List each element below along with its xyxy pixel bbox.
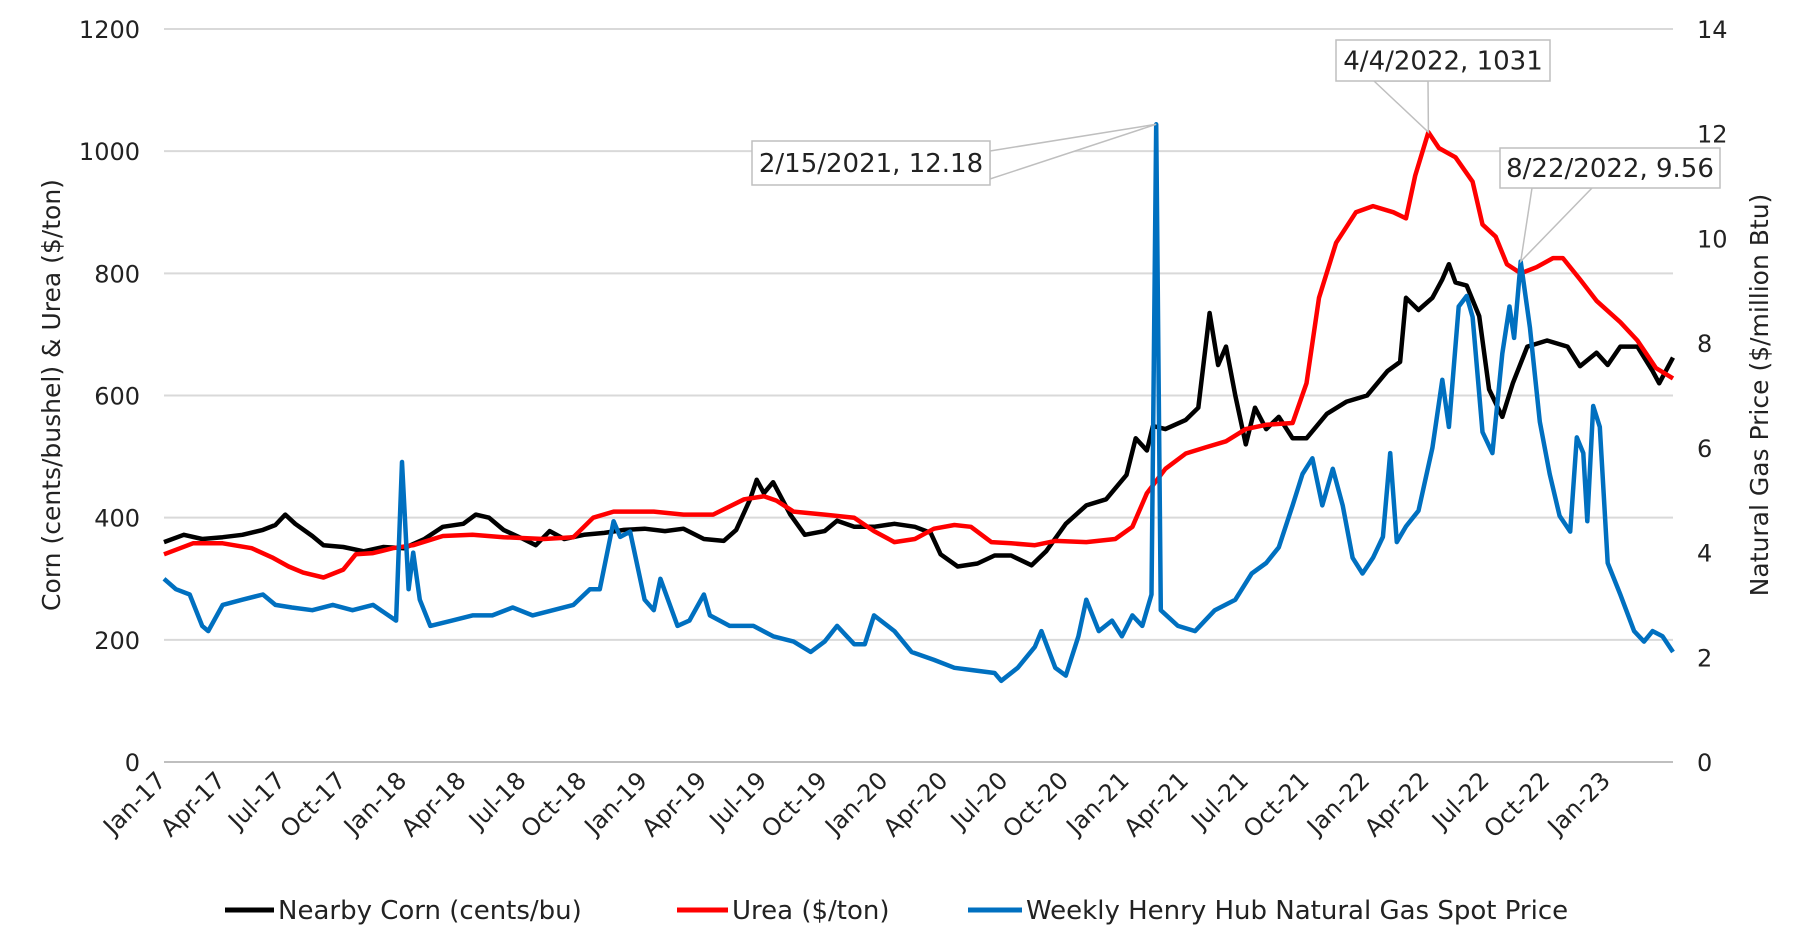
x-tick-label: Oct-22: [1478, 766, 1555, 843]
x-tick-label: Apr-18: [396, 766, 472, 842]
series-line-corn: [163, 261, 1675, 569]
callout-label: 8/22/2022, 9.56: [1506, 154, 1714, 184]
legend: Nearby Corn (cents/bu) Urea ($/ton) Weekly…: [225, 896, 1568, 926]
callout-leader: [1372, 80, 1430, 134]
right-tick-label: 8: [1697, 330, 1712, 358]
x-tick-label: Apr-17: [155, 766, 231, 842]
left-tick-label: 600: [94, 383, 140, 411]
left-tick-label: 1000: [79, 138, 140, 166]
x-tick-label: Oct-17: [275, 766, 352, 843]
series-line-urea: [163, 129, 1675, 580]
x-tick-label: Oct-18: [515, 766, 592, 843]
x-tick-label: Jan-19: [578, 766, 653, 841]
right-axis-ticks: 0 2 4 6 8 10 12 14: [1697, 16, 1728, 777]
left-tick-label: 400: [94, 505, 140, 533]
x-tick-label: Jan-20: [818, 766, 893, 841]
callout-box: [1335, 39, 1551, 82]
legend-label: Urea ($/ton): [732, 896, 890, 926]
callout-box: [1499, 147, 1721, 189]
x-tick-label: Apr-21: [1118, 766, 1194, 842]
left-tick-label: 1200: [79, 16, 140, 44]
series-lines: [162, 122, 1675, 684]
x-tick-label: Jan-21: [1060, 766, 1135, 841]
x-tick-label: Apr-22: [1359, 766, 1435, 842]
callout-label: 2/15/2021, 12.18: [759, 149, 983, 179]
callout-leader: [1519, 187, 1594, 264]
right-tick-label: 6: [1697, 435, 1712, 463]
x-tick-label: Jan-22: [1300, 766, 1375, 841]
right-tick-label: 4: [1697, 540, 1712, 568]
right-axis-title: Natural Gas Price ($/million Btu): [1745, 194, 1774, 597]
right-tick-label: 2: [1697, 644, 1712, 672]
left-axis-title: Corn (cents/bushel) & Urea ($/ton): [37, 179, 66, 611]
x-tick-label: Apr-19: [636, 766, 712, 842]
x-tick-label: Oct-21: [1238, 766, 1315, 843]
right-tick-label: 12: [1697, 121, 1728, 149]
callout-label: 4/4/2022, 1031: [1343, 47, 1542, 77]
callout-box: [751, 140, 991, 186]
legend-label: Weekly Henry Hub Natural Gas Spot Price: [1026, 896, 1568, 926]
x-tick-label: Oct-19: [756, 766, 833, 843]
x-tick-label: Apr-20: [878, 766, 954, 842]
x-tick-label: Oct-20: [997, 766, 1074, 843]
legend-label: Nearby Corn (cents/bu): [278, 896, 582, 926]
data-callouts: 2/15/2021, 12.18 4/4/2022, 1031 8/22/2022,…: [751, 39, 1721, 264]
right-tick-label: 10: [1697, 225, 1728, 253]
x-axis-ticks: Jan-17Apr-17Jul-17Oct-17Jan-18Apr-18Jul-…: [96, 766, 1615, 843]
x-tick-label: Jan-18: [337, 766, 412, 841]
x-tick-label: Jan-23: [1541, 766, 1616, 841]
left-tick-label: 800: [94, 260, 140, 288]
right-tick-label: 0: [1697, 749, 1712, 777]
series-line-natural-gas: [162, 122, 1675, 684]
x-tick-label: Jan-17: [96, 766, 171, 841]
right-tick-label: 14: [1697, 16, 1728, 44]
left-axis-ticks: 0 200 400 600 800 1000 1200: [79, 16, 140, 777]
left-tick-label: 200: [94, 627, 140, 655]
left-tick-label: 0: [125, 749, 140, 777]
